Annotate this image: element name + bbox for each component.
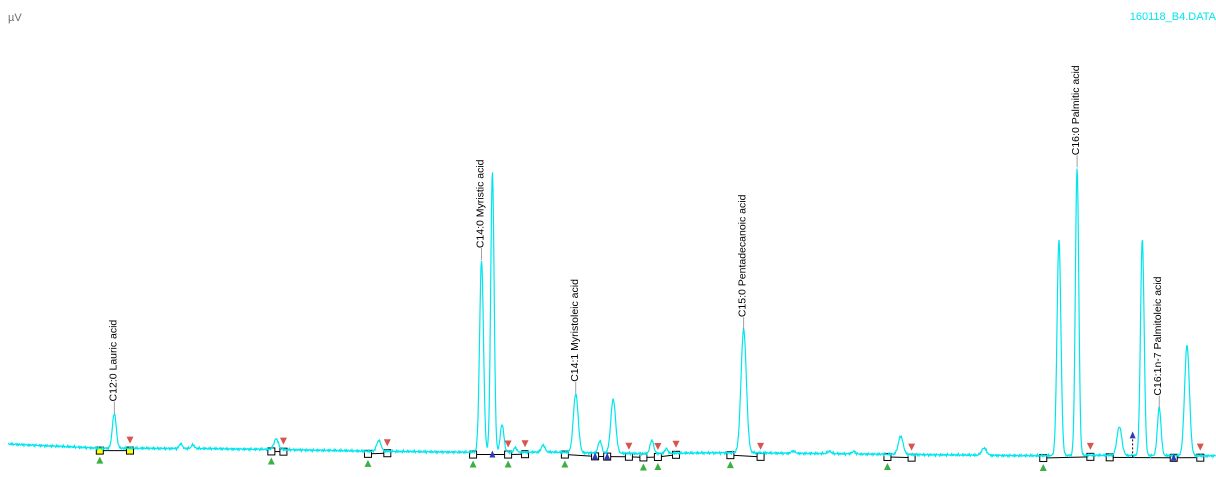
peak-split-marker xyxy=(592,452,599,460)
peak-labels: C12:0 Lauric acid C14:0 Myristic acid C14:… xyxy=(107,65,1164,414)
integration-point xyxy=(1196,453,1205,462)
integration-point xyxy=(504,450,513,459)
peak-start-marker xyxy=(96,456,104,464)
integration-point xyxy=(883,452,892,461)
peak-end-marker xyxy=(625,442,633,450)
peak-label: C15:0 Pentadecanoic acid xyxy=(737,194,749,317)
peak-end-marker xyxy=(521,440,529,448)
integration-point xyxy=(1086,452,1095,461)
peak-start-marker xyxy=(267,457,275,465)
peak-end-marker xyxy=(654,442,662,450)
peak-end-marker xyxy=(126,436,134,444)
peak-label: C14:0 Myristic acid xyxy=(475,159,487,248)
peak-label: C16:1n-7 Palmitoleic acid xyxy=(1152,276,1164,395)
peak-start-marker xyxy=(1039,464,1047,472)
peak-end-marker xyxy=(504,440,512,448)
peak-start-marker xyxy=(883,462,891,470)
integration-point xyxy=(560,450,569,459)
peak-start-marker xyxy=(561,460,569,468)
file-name-label: 160118_B4.DATA xyxy=(1129,11,1216,23)
integration-point xyxy=(672,450,681,459)
peak-end-marker xyxy=(1086,442,1094,450)
peak-end-marker xyxy=(672,440,680,448)
peak-start-marker xyxy=(504,460,512,468)
peak-start-marker xyxy=(364,459,372,467)
integration-point xyxy=(95,446,104,455)
y-axis-unit: µV xyxy=(8,12,22,24)
peak-end-marker xyxy=(1196,443,1204,451)
peak-end-marker xyxy=(757,442,765,450)
peak-split-marker xyxy=(1129,431,1136,439)
peak-end-marker xyxy=(279,437,287,445)
peak-markers xyxy=(96,431,1204,472)
integration-baseline xyxy=(1043,456,1091,459)
signal-trace xyxy=(8,168,1216,459)
peak-start-marker xyxy=(726,461,734,469)
peak-label: C12:0 Lauric acid xyxy=(107,320,119,402)
integration-point xyxy=(279,447,288,456)
peak-start-marker xyxy=(654,462,662,470)
integration-point xyxy=(726,451,735,460)
signal-line xyxy=(8,168,1216,459)
peak-label: C14:1 Myristoleic acid xyxy=(569,279,581,382)
peak-start-marker xyxy=(469,460,477,468)
peak-label: C16:0 Palmitic acid xyxy=(1070,65,1082,155)
integration-point xyxy=(756,452,765,461)
peak-end-marker xyxy=(383,439,391,447)
peak-split-marker xyxy=(1170,453,1177,461)
integration-baseline xyxy=(887,456,912,459)
integration-point xyxy=(521,450,530,459)
peak-split-marker xyxy=(489,450,496,458)
peak-end-marker xyxy=(908,443,916,451)
integration-baseline xyxy=(730,454,761,458)
peak-split-marker xyxy=(604,452,611,460)
peak-start-marker xyxy=(639,463,647,471)
